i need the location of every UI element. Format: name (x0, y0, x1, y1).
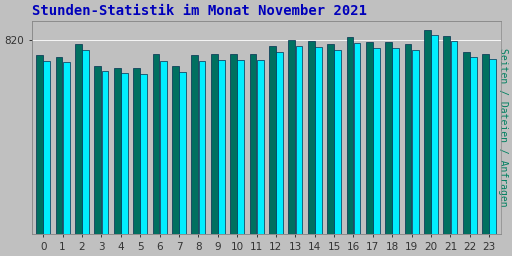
Bar (386, 42, 392, 234)
Bar (36, 55, 43, 234)
Bar (191, 55, 198, 234)
Bar (199, 61, 205, 234)
Bar (327, 45, 334, 234)
Bar (249, 54, 257, 234)
Bar (269, 46, 276, 234)
Bar (44, 61, 50, 234)
Bar (482, 55, 489, 234)
Bar (354, 43, 360, 234)
Bar (276, 52, 283, 234)
Bar (230, 54, 237, 234)
Bar (160, 61, 166, 234)
Bar (82, 50, 89, 234)
Bar (172, 66, 179, 234)
Bar (257, 60, 264, 234)
Bar (489, 59, 496, 234)
Bar (463, 51, 470, 234)
Bar (315, 47, 322, 234)
Bar (366, 42, 373, 234)
Y-axis label: Seiten / Dateien / Anfragen: Seiten / Dateien / Anfragen (498, 48, 508, 207)
Bar (140, 74, 147, 234)
Bar (412, 50, 419, 234)
Bar (153, 54, 159, 234)
Bar (334, 50, 341, 234)
Bar (114, 68, 120, 234)
Bar (295, 46, 302, 234)
Text: Stunden-Statistik im Monat November 2021: Stunden-Statistik im Monat November 2021 (32, 4, 367, 18)
Bar (308, 41, 314, 234)
Bar (179, 72, 186, 234)
Bar (94, 66, 101, 234)
Bar (347, 37, 353, 234)
Bar (451, 41, 457, 234)
Bar (404, 45, 412, 234)
Bar (431, 35, 438, 234)
Bar (133, 68, 140, 234)
Bar (288, 40, 295, 234)
Bar (211, 54, 218, 234)
Bar (101, 71, 109, 234)
Bar (424, 30, 431, 234)
Bar (393, 48, 399, 234)
Bar (56, 58, 62, 234)
Bar (218, 60, 225, 234)
Bar (373, 48, 380, 234)
Bar (238, 60, 244, 234)
Bar (470, 57, 477, 234)
Bar (63, 62, 70, 234)
Bar (443, 36, 450, 234)
Bar (75, 45, 82, 234)
Bar (121, 73, 128, 234)
